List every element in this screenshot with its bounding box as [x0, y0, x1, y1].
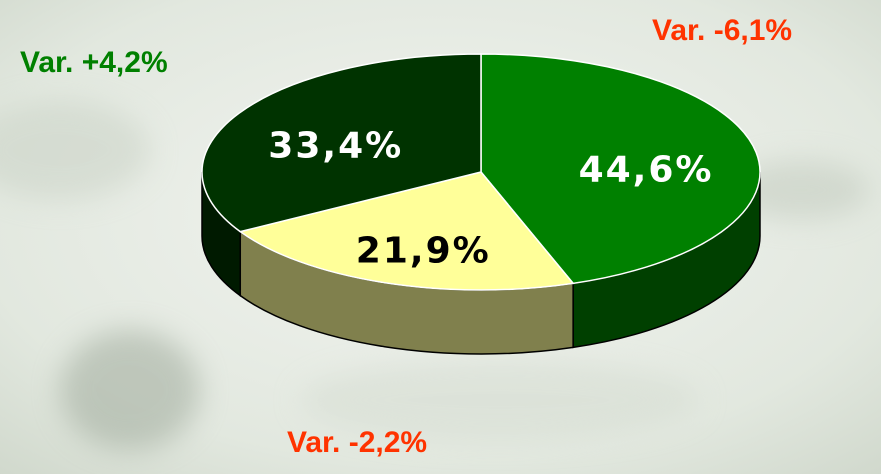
value-label: 44,6%	[579, 150, 714, 191]
annotation: Var. -2,2%	[287, 426, 427, 459]
annotation: Var. +4,2%	[20, 46, 168, 79]
value-label: 33,4%	[268, 126, 403, 167]
pie: 44,6% 21,9% 33,4%	[202, 54, 760, 354]
chart: 44,6% 21,9% 33,4% Var. -6,1% Var. -2,2% Var.…	[0, 0, 881, 474]
value-label: 21,9%	[356, 231, 491, 272]
annotation: Var. -6,1%	[652, 14, 792, 47]
page: {"chart_data": {"type": "pie", "values":…	[0, 0, 881, 474]
